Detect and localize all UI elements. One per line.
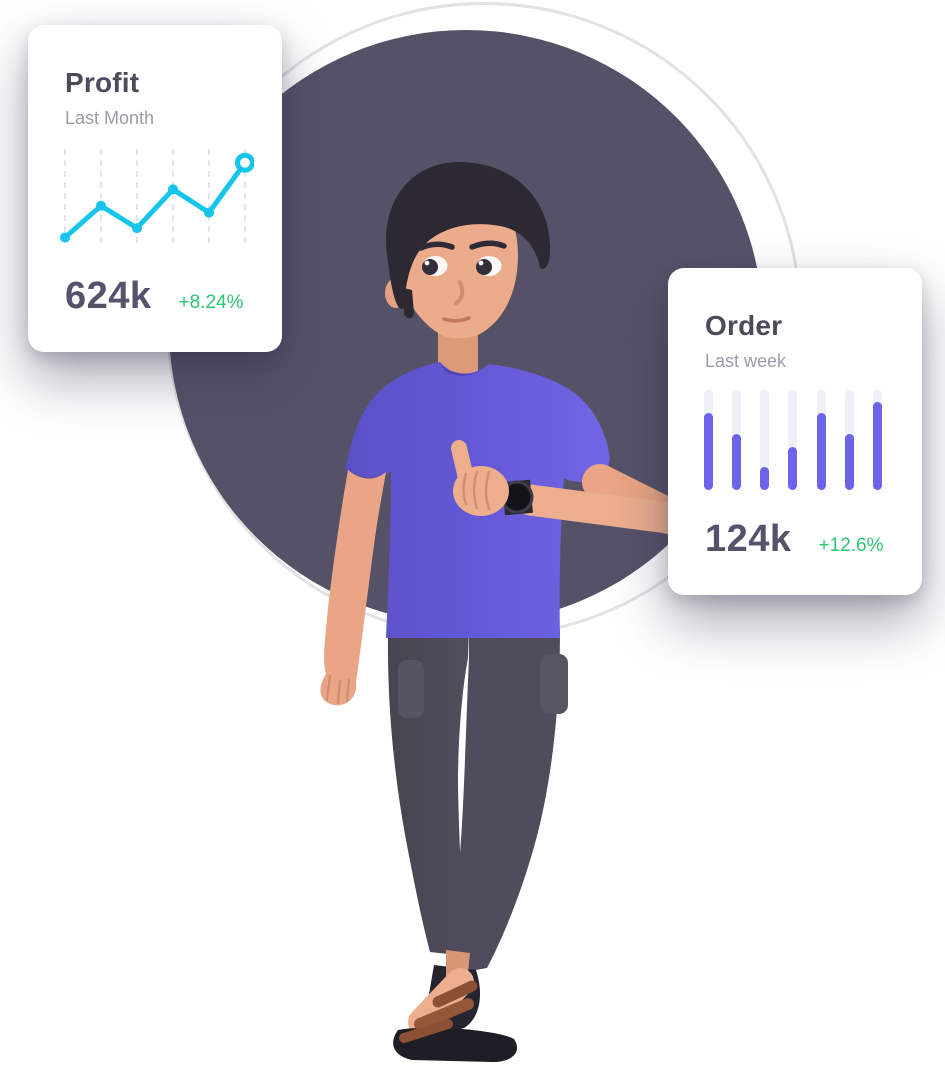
order-bar-fill [732,434,742,490]
order-card: Order Last week 124k +12.6% [668,268,922,595]
order-bar-chart [704,390,882,490]
order-bar-fill [844,434,854,490]
order-bar-track [788,390,798,490]
order-value: 124k [705,518,792,560]
order-bar-fill [872,402,882,490]
order-bar-track [760,390,770,490]
profit-card-footer: 624k +8.24% [65,275,258,318]
profit-value: 624k [65,275,152,317]
order-bar-track [704,390,713,490]
order-bar-track [816,390,826,490]
order-bar-track [844,390,854,490]
mouth [442,316,471,323]
thumb [451,440,474,486]
order-bar-track [872,390,882,490]
character-head [385,162,551,339]
order-card-footer: 124k +12.6% [705,518,898,561]
profit-card-subtitle: Last Month [65,108,155,128]
order-bar-fill [760,467,770,490]
sideburn [404,288,414,319]
order-change-badge: +12.6% [818,535,884,556]
character-left-arm-thumbs-up [451,440,686,534]
eyebrow-right [469,240,507,250]
character-right-arm [320,470,386,706]
line-chart-svg [60,149,254,244]
profit-line-chart [56,147,254,247]
pupil-left [422,259,438,275]
hair [386,162,551,310]
eyebrow-left [418,241,455,251]
order-card-subtitle: Last week [705,351,787,371]
order-bar-track [732,390,742,490]
nose [454,280,465,305]
profit-change-badge: +8.24% [178,292,244,313]
character-front-foot [393,950,518,1062]
shirt-collar [438,362,490,376]
order-bar-fill [788,447,798,490]
profit-card-title: Profit [65,67,140,98]
profit-card: Profit Last Month 624k +8.24% [28,25,282,352]
order-card-title: Order [705,310,783,341]
order-bar-fill [704,413,713,490]
character-legs [387,630,568,975]
order-bar-fill [816,413,826,490]
pupil-right [476,259,492,275]
